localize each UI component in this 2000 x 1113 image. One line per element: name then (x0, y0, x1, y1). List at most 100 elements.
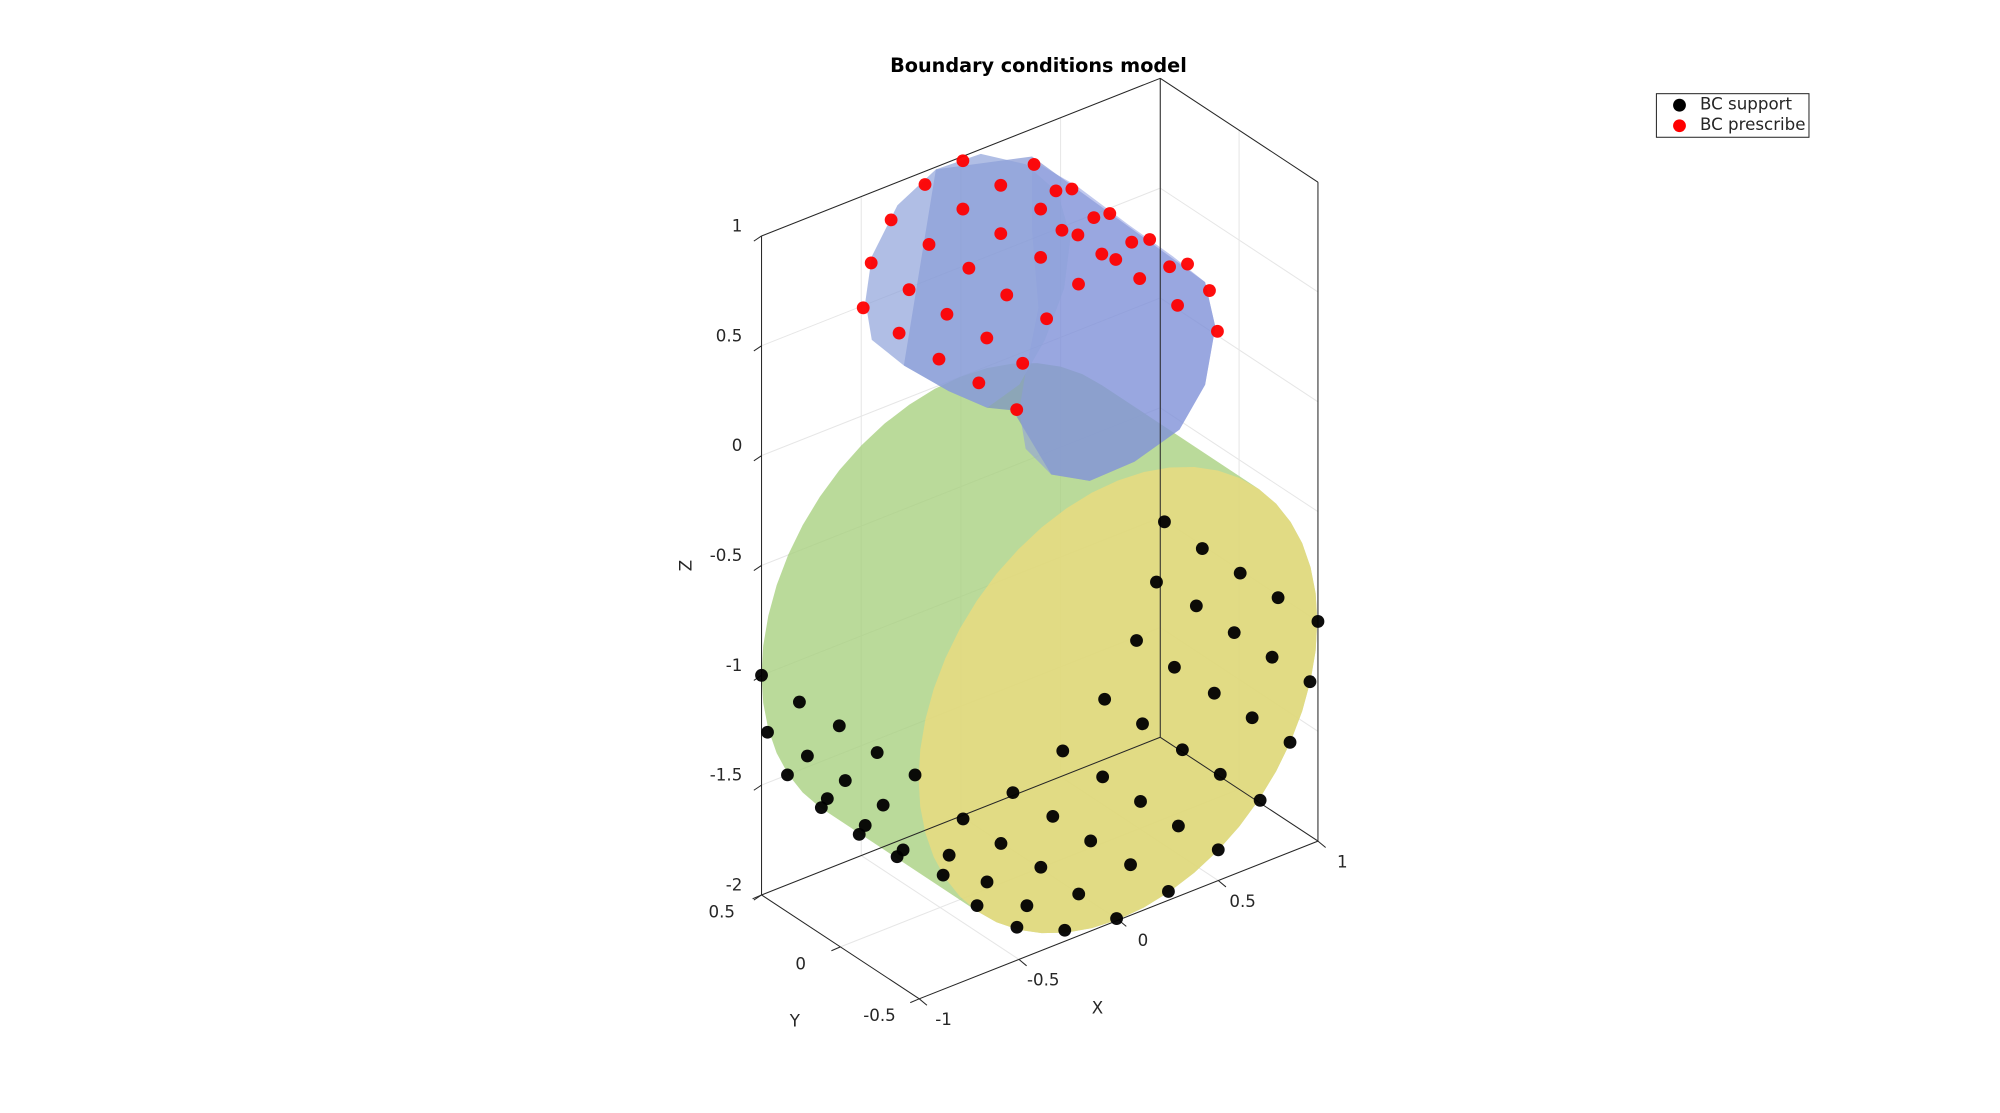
data-point (1034, 860, 1048, 874)
z-tick-label: -0.5 (710, 546, 742, 565)
data-point (1311, 615, 1325, 628)
data-point (1124, 858, 1137, 872)
data-point (1233, 566, 1247, 580)
axis-line (1159, 77, 1319, 183)
data-point (1110, 912, 1124, 925)
data-point (1034, 202, 1048, 216)
data-point (918, 178, 932, 191)
data-point (820, 792, 834, 806)
data-point (1006, 786, 1020, 800)
data-point (962, 261, 976, 275)
data-point (942, 848, 956, 862)
data-point (994, 837, 1008, 850)
data-point (1058, 923, 1072, 937)
data-point (1171, 819, 1185, 833)
data-point (980, 331, 994, 345)
legend-marker (1673, 119, 1686, 133)
data-point (832, 719, 846, 733)
grid-line (1159, 407, 1319, 513)
data-point (1040, 312, 1054, 326)
data-point (870, 746, 884, 759)
z-tick-label: -1.5 (710, 766, 742, 785)
data-point (1109, 253, 1123, 266)
data-point (1046, 809, 1060, 823)
y-tick-label: 0 (795, 954, 806, 973)
data-point (896, 843, 910, 857)
z-tick (753, 894, 762, 901)
chart-title: Boundary conditions model (890, 54, 1187, 77)
x-tick (918, 998, 928, 1006)
x-tick (1018, 958, 1027, 967)
z-tick (753, 235, 762, 242)
z-tick-label: 0 (732, 436, 743, 455)
data-point (1034, 250, 1048, 264)
legend-label: BC support (1700, 95, 1792, 114)
data-point (1195, 542, 1209, 555)
data-point (838, 774, 852, 787)
data-point (1096, 770, 1110, 784)
data-point (1055, 223, 1069, 237)
data-point (1065, 182, 1079, 196)
data-point (902, 283, 916, 297)
data-point (956, 154, 970, 168)
data-point (936, 868, 950, 882)
x-tick-label: -0.5 (1027, 971, 1059, 990)
data-point (932, 352, 946, 366)
data-point (922, 238, 936, 251)
data-point (1103, 207, 1117, 220)
data-point (1271, 591, 1285, 605)
z-tick (753, 455, 762, 462)
data-point (1084, 834, 1098, 848)
data-point (970, 899, 984, 913)
z-tick-label: -1 (726, 656, 743, 675)
data-point (800, 749, 814, 763)
data-point (1072, 277, 1085, 291)
data-point (1016, 356, 1030, 370)
data-point (793, 695, 806, 709)
data-point (1175, 743, 1189, 757)
data-point (1303, 675, 1317, 689)
data-point (1162, 885, 1175, 898)
data-point (1095, 247, 1109, 261)
legend-label: BC prescribe (1700, 115, 1806, 134)
legend-marker (1673, 98, 1686, 112)
data-point (1207, 686, 1221, 700)
x-tick-label: 0.5 (1229, 892, 1255, 911)
data-point (864, 256, 878, 270)
data-point (1056, 744, 1070, 758)
data-point (1071, 228, 1085, 242)
x-tick (1317, 840, 1326, 848)
data-point (1010, 920, 1024, 934)
data-point (856, 301, 870, 315)
top-cylinder-front-face (865, 153, 1071, 408)
data-point (956, 812, 970, 826)
data-point (755, 668, 768, 682)
grid-line (1159, 187, 1319, 293)
data-point (1227, 626, 1241, 640)
markers (755, 154, 1325, 937)
z-tick-label: 0.5 (716, 326, 742, 345)
data-point (876, 798, 890, 812)
data-point (1265, 650, 1279, 664)
y-tick (910, 998, 920, 1004)
bottom-cylinder-face (918, 467, 1318, 934)
data-point (1211, 843, 1225, 857)
data-point (892, 326, 906, 340)
z-tick (753, 565, 762, 572)
y-tick (831, 946, 841, 952)
data-point (980, 875, 994, 889)
axes-box (752, 77, 1326, 1006)
data-point (1213, 767, 1227, 781)
data-point (1087, 211, 1101, 225)
data-point (1171, 298, 1184, 312)
y-tick-label: -0.5 (863, 1006, 895, 1025)
data-point (940, 307, 954, 321)
y-tick-label: 0.5 (709, 902, 736, 921)
data-point (1181, 257, 1194, 271)
x-axis-label: X (1092, 999, 1103, 1018)
data-point (781, 768, 794, 782)
data-point (1134, 795, 1147, 808)
